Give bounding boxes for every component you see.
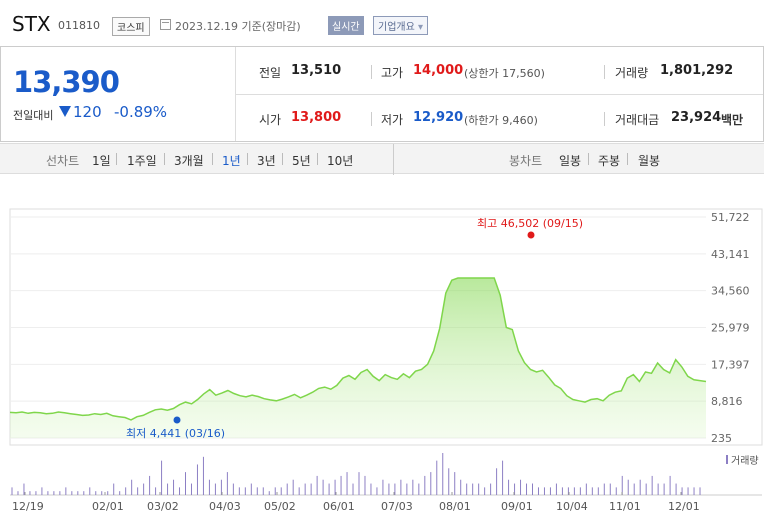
price-line <box>9 277 707 421</box>
chart-tabs: 선차트 1일 1주일 3개월 1년 3년 5년 10년 봉차트 일봉 주봉 월봉 <box>0 143 764 175</box>
divider <box>371 112 372 126</box>
row-divider <box>236 94 763 95</box>
divider <box>604 65 605 79</box>
y-tick-label: 43,141 <box>711 248 750 261</box>
divider <box>212 153 213 165</box>
tab-1d[interactable]: 1일 <box>92 154 111 168</box>
y-tick-label: 8,816 <box>711 395 743 408</box>
reference-date: 2023.12.19 기준(장마감) <box>175 20 301 33</box>
x-tick-label: 10/04 <box>556 500 588 513</box>
x-tick-label: 12/01 <box>668 500 700 513</box>
amount-value: 23,924 <box>671 110 722 125</box>
down-arrow-icon <box>59 106 71 117</box>
quote-panel: 13,390 전일대비 120 -0.89% 전일 13,510 고가 14,0… <box>0 46 764 142</box>
line-chart-label: 선차트 <box>46 154 80 168</box>
x-tick-label: 07/03 <box>381 500 413 513</box>
calendar-icon <box>160 19 171 30</box>
stock-header: STX 011810 코스피 2023.12.19 기준(장마감) 실시간 기업… <box>0 0 764 44</box>
x-tick-label: 04/03 <box>209 500 241 513</box>
y-tick-label: 235 <box>711 432 732 445</box>
company-overview-label: 기업개요 <box>378 22 415 33</box>
stock-code: 011810 <box>58 19 100 32</box>
chart-svg: 51,722 43,141 34,560 25,979 17,397 8,816 235 최고… <box>9 208 763 513</box>
tab-daily[interactable]: 일봉 <box>559 154 582 168</box>
y-tick-label: 51,722 <box>711 211 750 224</box>
x-tick-label: 09/01 <box>501 500 533 513</box>
amount-unit: 백만 <box>721 113 744 127</box>
max-annotation: 최고 46,502 (09/15) <box>477 217 583 230</box>
high-label: 고가 <box>381 66 404 80</box>
divider <box>247 153 248 165</box>
divider <box>164 153 165 165</box>
high-value: 14,000 <box>413 63 464 78</box>
divider <box>604 112 605 126</box>
market-badge: 코스피 <box>112 17 150 36</box>
open-value: 13,800 <box>291 110 342 125</box>
current-price: 13,390 <box>13 65 120 99</box>
chevron-down-icon: ▾ <box>418 22 424 33</box>
x-tick-label: 02/01 <box>92 500 124 513</box>
x-tick-label: 12/19 <box>12 500 44 513</box>
x-tick-label: 06/01 <box>323 500 355 513</box>
price-chart[interactable]: 51,722 43,141 34,560 25,979 17,397 8,816 235 최고… <box>0 194 764 526</box>
divider <box>116 153 117 165</box>
tab-monthly[interactable]: 월봉 <box>638 154 661 168</box>
prev-close-value: 13,510 <box>291 63 342 78</box>
tabs-divider <box>393 144 394 175</box>
upper-limit: (상한가 17,560) <box>464 67 545 80</box>
max-marker <box>527 231 535 239</box>
volume-label: 거래량 <box>615 66 649 80</box>
divider <box>317 153 318 165</box>
volume-value: 1,801,292 <box>660 63 734 78</box>
min-marker <box>173 416 181 424</box>
x-tick-label: 03/02 <box>147 500 179 513</box>
low-label: 저가 <box>381 113 404 127</box>
amount-label: 거래대금 <box>615 113 660 127</box>
min-annotation: 최저 4,441 (03/16) <box>126 427 225 440</box>
company-overview-button[interactable]: 기업개요 ▾ <box>373 16 429 35</box>
open-label: 시가 <box>259 113 282 127</box>
y-tick-label: 25,979 <box>711 321 750 334</box>
volume-legend: 거래량 <box>731 455 759 467</box>
x-tick-label: 05/02 <box>264 500 296 513</box>
change-percent: -0.89% <box>114 103 168 121</box>
y-tick-label: 34,560 <box>711 285 750 298</box>
divider <box>588 153 589 165</box>
x-tick-label: 11/01 <box>609 500 641 513</box>
realtime-button[interactable]: 실시간 <box>328 16 364 35</box>
tab-weekly[interactable]: 주봉 <box>598 154 621 168</box>
tab-3m[interactable]: 3개월 <box>174 154 204 168</box>
divider <box>371 65 372 79</box>
volume-legend-swatch <box>726 455 728 464</box>
low-value: 12,920 <box>413 110 464 125</box>
divider <box>282 153 283 165</box>
tab-5y[interactable]: 5년 <box>292 154 311 168</box>
stock-name: STX <box>12 12 51 36</box>
change-value: 120 <box>73 103 102 121</box>
tab-10y[interactable]: 10년 <box>327 154 354 168</box>
change-label: 전일대비 <box>13 109 54 122</box>
prev-close-label: 전일 <box>259 66 282 80</box>
y-tick-label: 17,397 <box>711 358 750 371</box>
tab-1w[interactable]: 1주일 <box>127 154 157 168</box>
divider <box>627 153 628 165</box>
tab-3y[interactable]: 3년 <box>257 154 276 168</box>
price-column: 13,390 전일대비 120 -0.89% <box>1 47 236 141</box>
lower-limit: (하한가 9,460) <box>464 114 538 127</box>
candle-chart-label: 봉차트 <box>509 154 543 168</box>
tab-1y[interactable]: 1년 <box>222 154 241 168</box>
x-tick-label: 08/01 <box>439 500 471 513</box>
price-area <box>10 278 706 438</box>
